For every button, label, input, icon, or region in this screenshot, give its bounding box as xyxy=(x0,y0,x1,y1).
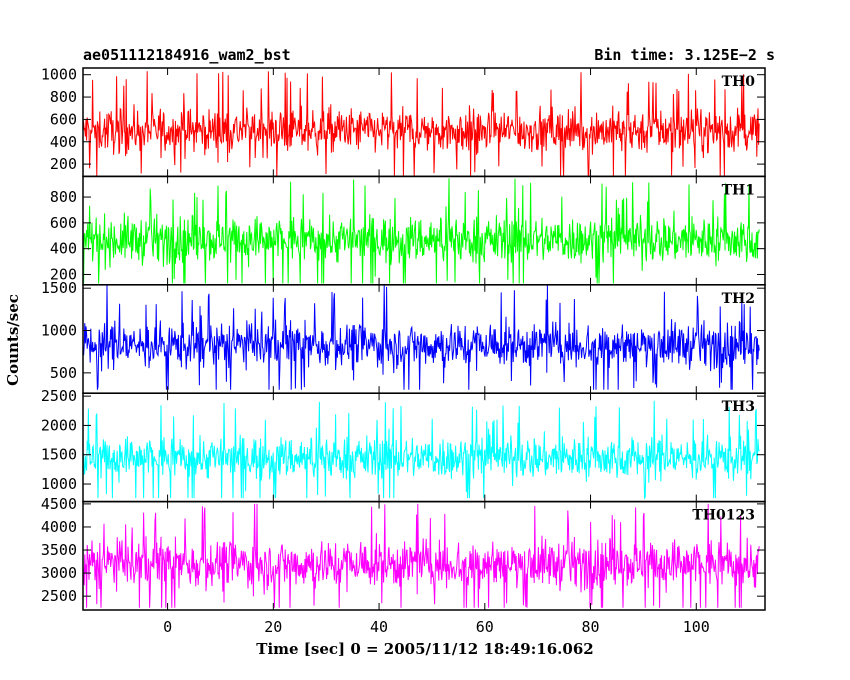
y-tick-label: 200 xyxy=(50,155,77,173)
series-line-th2 xyxy=(82,284,760,390)
series-line-th0 xyxy=(82,71,760,177)
x-tick-label: 100 xyxy=(683,618,710,636)
y-tick-label: 4000 xyxy=(41,518,77,536)
series-line-th0123 xyxy=(82,503,760,608)
series-line-th3 xyxy=(82,400,760,500)
y-tick-label: 400 xyxy=(50,240,77,258)
panel-th0: 200 400 600 800 1000 TH0 xyxy=(41,66,766,178)
chart-title-left: ae051112184916_wam2_bst xyxy=(83,46,291,64)
y-tick-label: 1500 xyxy=(41,279,77,297)
panel-label-th3: TH3 xyxy=(722,399,755,415)
y-tick-label: 2500 xyxy=(41,587,77,605)
y-tick-label: 800 xyxy=(50,188,77,206)
x-axis-label: Time [sec] 0 = 2005/11/12 18:49:16.062 xyxy=(256,640,593,658)
panel-th2: 500 1000 1500 TH2 xyxy=(41,279,766,394)
y-tick-label: 4500 xyxy=(41,495,77,513)
x-tick-label: 80 xyxy=(582,618,600,636)
y-tick-label: 2000 xyxy=(41,416,77,434)
y-tick-label: 3500 xyxy=(41,541,77,559)
y-tick-label: 200 xyxy=(50,265,77,283)
panel-label-th0123: TH0123 xyxy=(692,508,755,524)
chart-title-right: Bin time: 3.125E−2 s xyxy=(594,46,775,64)
x-tick-label: 40 xyxy=(370,618,388,636)
panel-label-th1: TH1 xyxy=(722,182,755,198)
panel-th3: 1000 1500 2000 2500 TH3 xyxy=(41,387,766,503)
y-tick-label: 500 xyxy=(50,364,77,382)
panel-th1: 200 400 600 800 TH1 xyxy=(50,175,766,286)
y-tick-label: 2500 xyxy=(41,387,77,405)
series-line-th1 xyxy=(82,178,760,284)
y-axis-label: Counts/sec xyxy=(4,294,22,386)
panel-label-th2: TH2 xyxy=(722,291,755,307)
y-tick-label: 1000 xyxy=(41,475,77,493)
x-tick-label: 60 xyxy=(476,618,494,636)
panel-frame-th0123 xyxy=(82,500,766,611)
y-tick-label: 600 xyxy=(50,214,77,232)
x-tick-label: 20 xyxy=(264,618,282,636)
y-tick-label: 1500 xyxy=(41,446,77,464)
y-tick-label: 400 xyxy=(50,133,77,151)
y-tick-label: 600 xyxy=(50,110,77,128)
y-tick-label: 1000 xyxy=(41,66,77,84)
panel-label-th0: TH0 xyxy=(722,74,756,90)
panel-th0123: 2500 3000 3500 4000 4500 TH0123 xyxy=(41,495,766,611)
y-tick-label: 1000 xyxy=(41,322,77,340)
y-tick-label: 3000 xyxy=(41,564,77,582)
y-tick-label: 800 xyxy=(50,88,77,106)
x-tick-label: 0 xyxy=(163,618,172,636)
